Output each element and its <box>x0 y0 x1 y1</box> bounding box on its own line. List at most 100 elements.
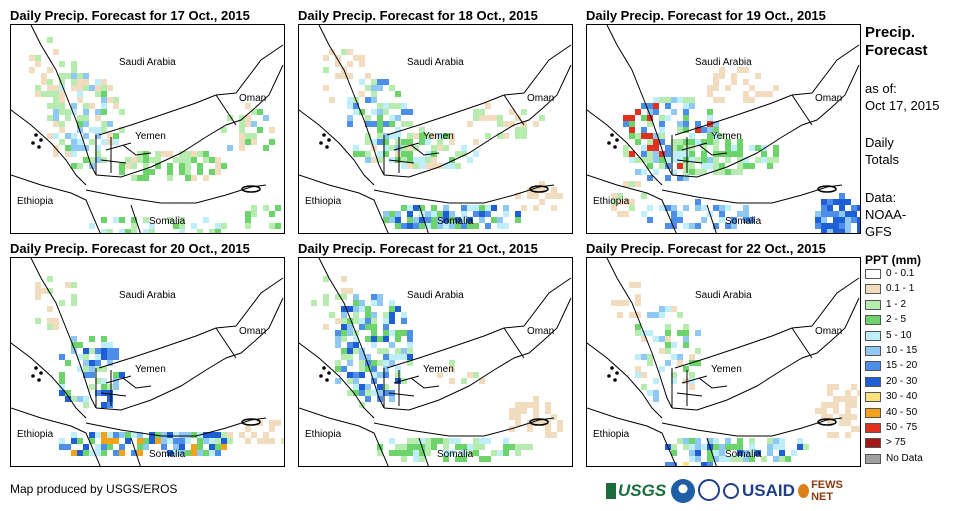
precip-cell <box>719 97 725 103</box>
precip-cell <box>155 432 161 438</box>
precip-cell <box>353 294 359 300</box>
precip-cell <box>59 85 65 91</box>
precip-cell <box>395 330 401 336</box>
precip-cell <box>689 456 695 462</box>
precip-cell <box>689 97 695 103</box>
precip-cell <box>641 127 647 133</box>
precip-cell <box>377 103 383 109</box>
precip-cell <box>647 145 653 151</box>
precip-cell <box>443 205 449 211</box>
sidebar-title: Precip. Forecast <box>865 24 928 60</box>
precip-cell <box>59 79 65 85</box>
precip-cell <box>425 139 431 145</box>
precip-cell <box>371 79 377 85</box>
precip-cell <box>821 217 827 223</box>
precip-cell <box>395 157 401 163</box>
precip-cell <box>467 157 473 163</box>
precip-cell <box>701 127 707 133</box>
precip-cell <box>131 229 137 233</box>
precip-cell <box>371 372 377 378</box>
precip-cell <box>179 163 185 169</box>
precip-cell <box>89 223 95 229</box>
precip-cell <box>77 438 83 444</box>
precip-cell <box>443 444 449 450</box>
precip-cell <box>833 229 839 233</box>
precip-cell <box>731 223 737 229</box>
precip-cell <box>425 438 431 444</box>
precip-cell <box>419 223 425 229</box>
precip-cell <box>83 444 89 450</box>
precip-cell <box>695 444 701 450</box>
precip-cell <box>533 408 539 414</box>
precip-cell <box>653 103 659 109</box>
precip-cell <box>461 450 467 456</box>
precip-cell <box>101 91 107 97</box>
precip-cell <box>65 133 71 139</box>
precip-cell <box>623 115 629 121</box>
precip-cell <box>761 151 767 157</box>
legend-label: 5 - 10 <box>886 329 912 341</box>
precip-cell <box>173 157 179 163</box>
precip-cell <box>659 163 665 169</box>
precip-cell <box>449 133 455 139</box>
precip-cell <box>365 324 371 330</box>
precip-cell <box>455 444 461 450</box>
precip-cell <box>437 223 443 229</box>
precip-cell <box>395 145 401 151</box>
precip-cell <box>653 139 659 145</box>
precip-cell <box>227 145 233 151</box>
precip-cell <box>623 121 629 127</box>
precip-cell <box>449 438 455 444</box>
precip-cell <box>89 85 95 91</box>
precip-cell <box>737 456 743 462</box>
precip-cell <box>335 330 341 336</box>
precip-cell <box>107 402 113 408</box>
precip-cell <box>767 163 773 169</box>
precip-cell <box>383 109 389 115</box>
precip-cell <box>665 205 671 211</box>
precip-cell <box>671 97 677 103</box>
precip-cell <box>827 205 833 211</box>
precip-cell <box>683 157 689 163</box>
precip-cell <box>473 115 479 121</box>
precip-cell <box>383 360 389 366</box>
precip-cell <box>407 121 413 127</box>
precip-cell <box>737 211 743 217</box>
panel-title-2: Daily Precip. Forecast for 18 Oct., 2015 <box>298 8 538 23</box>
boundary-line <box>95 135 152 175</box>
precip-cell <box>473 372 479 378</box>
precip-cell <box>659 366 665 372</box>
precip-cell <box>359 390 365 396</box>
precip-cell <box>269 127 275 133</box>
precip-cell <box>845 223 851 229</box>
precip-cell <box>701 145 707 151</box>
precip-cell <box>635 366 641 372</box>
precip-cell <box>395 139 401 145</box>
precip-cell <box>443 450 449 456</box>
precip-cell <box>89 432 95 438</box>
precip-cell <box>539 181 545 187</box>
precip-cell <box>707 157 713 163</box>
precip-cell <box>719 211 725 217</box>
precip-cell <box>389 306 395 312</box>
precip-cell <box>137 157 143 163</box>
boundary-line <box>98 94 217 136</box>
precip-cell <box>383 217 389 223</box>
precip-cell <box>95 85 101 91</box>
precip-cell <box>347 330 353 336</box>
precip-cell <box>665 348 671 354</box>
precip-cell <box>383 121 389 127</box>
precip-cell <box>353 103 359 109</box>
precip-cell <box>485 205 491 211</box>
precip-cell <box>113 133 119 139</box>
precip-cell <box>359 61 365 67</box>
map-panel-5: Saudi Arabia Oman Yemen Ethiopia Somalia <box>298 257 573 467</box>
precip-cell <box>71 145 77 151</box>
precip-cell <box>839 223 845 229</box>
boundary-line <box>95 368 152 408</box>
precip-cell <box>185 151 191 157</box>
precip-cell <box>95 127 101 133</box>
precip-cell <box>611 300 617 306</box>
precip-cell <box>707 109 713 115</box>
panel-title-4: Daily Precip. Forecast for 20 Oct., 2015 <box>10 241 250 256</box>
